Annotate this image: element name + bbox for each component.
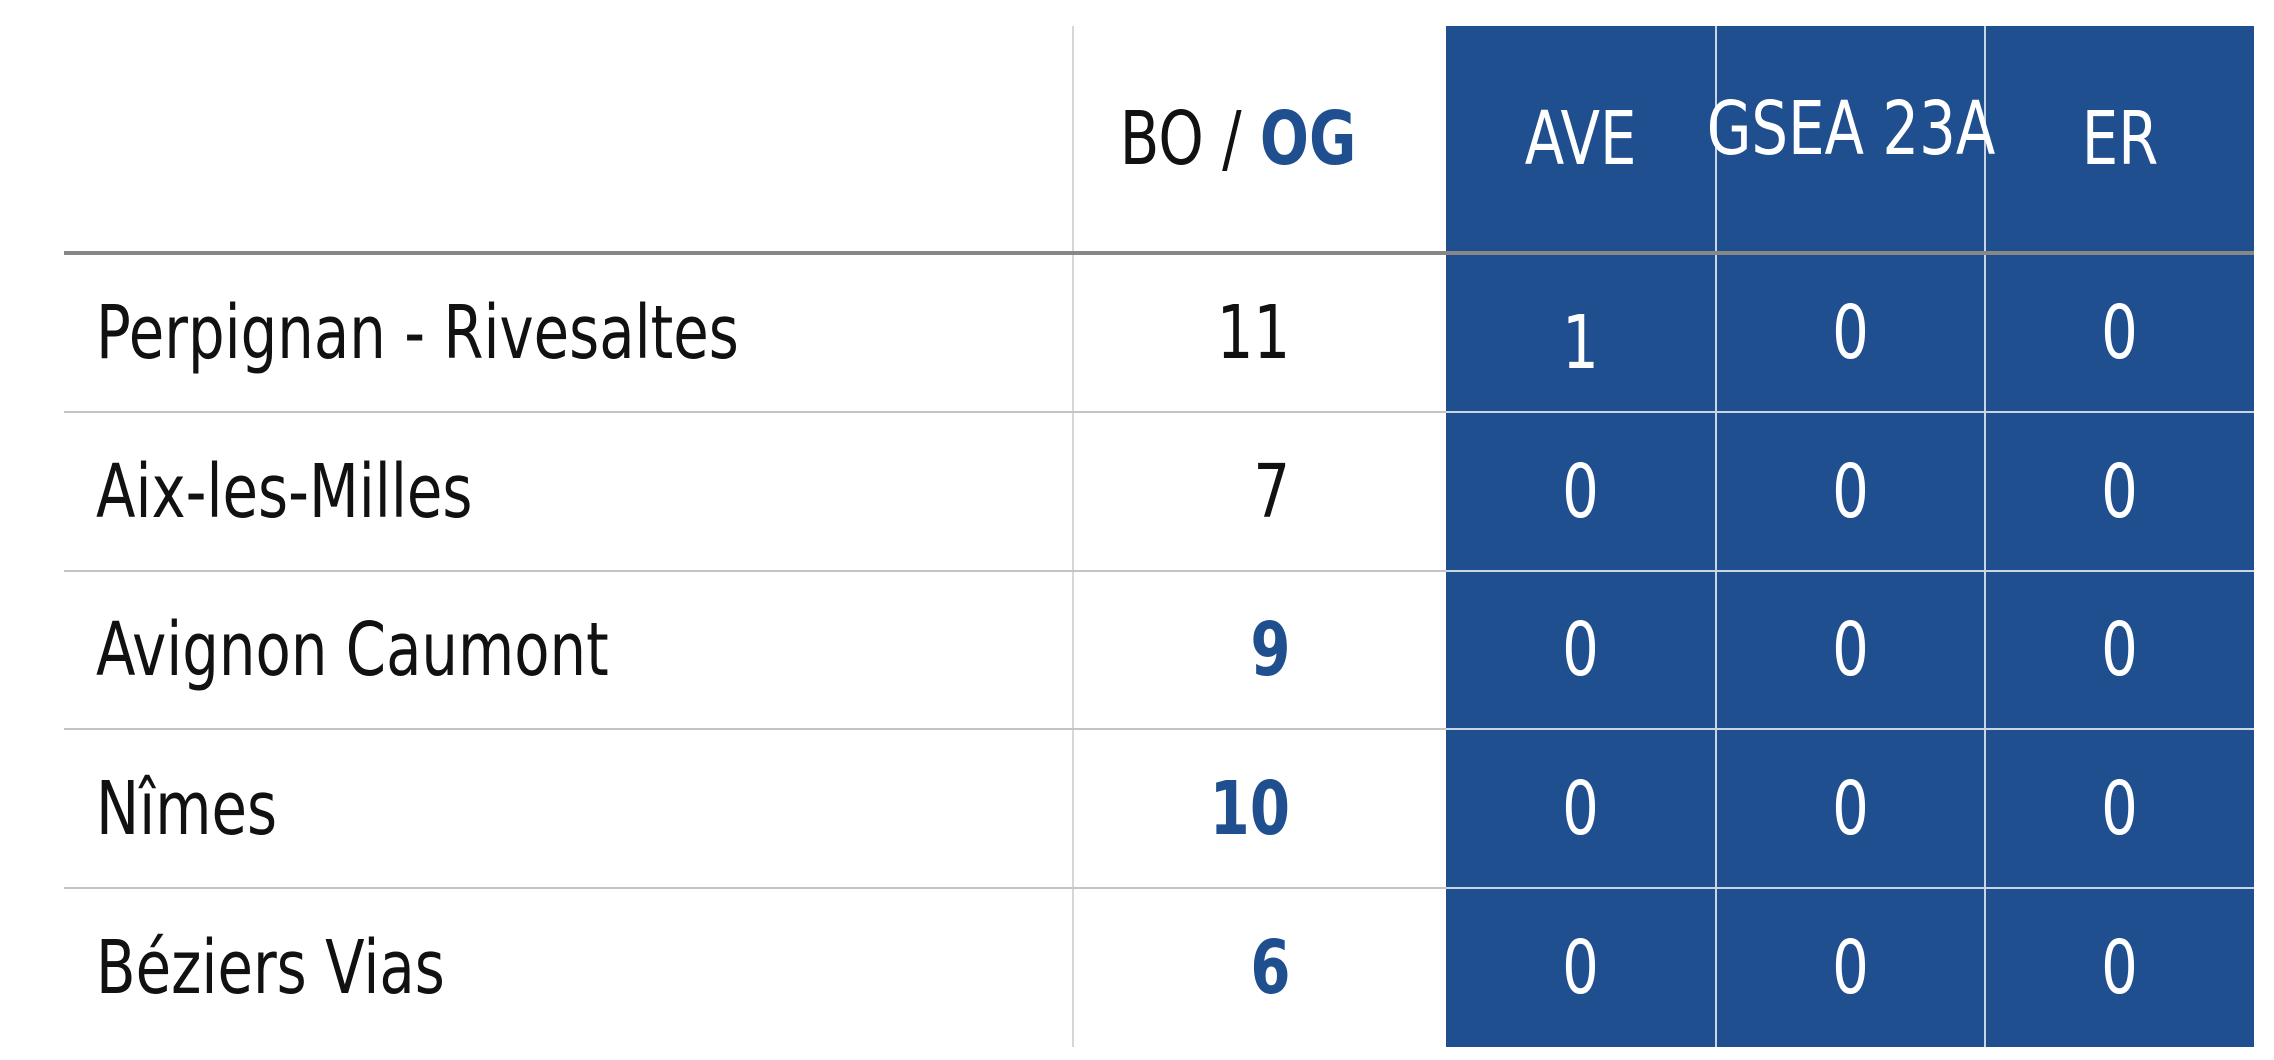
column-divider-gsea-er	[1984, 26, 1986, 1047]
row-name: Avignon Caumont	[96, 607, 609, 693]
row-divider	[64, 411, 1446, 413]
row-gsea-value: 0	[1832, 925, 1870, 1011]
row-ave-value: 0	[1562, 607, 1600, 693]
row-name-cell: Nîmes	[96, 730, 996, 887]
row-divider-blue	[1446, 728, 2254, 730]
row-divider	[64, 887, 1446, 889]
header-gsea-label: GSEA 23A	[1706, 86, 1996, 172]
header-bo-label: BO /	[1119, 96, 1260, 182]
row-ave-cell: 0	[1446, 572, 1716, 728]
row-er-cell: 0	[1985, 413, 2255, 570]
row-ave-value: 0	[1562, 448, 1600, 535]
row-er-cell: 0	[1985, 889, 2255, 1047]
row-er-cell: 0	[1985, 730, 2255, 887]
header-ave: AVE	[1446, 26, 1716, 252]
row-gsea-value: 0	[1832, 448, 1870, 535]
row-ave-value: 0	[1562, 925, 1600, 1011]
row-divider-blue	[1446, 570, 2254, 572]
header-gsea: GSEA 23A	[1707, 16, 1996, 242]
row-gsea-cell: 0	[1716, 730, 1986, 887]
blue-columns-panel	[1446, 26, 2254, 1047]
row-gsea-cell: 0	[1716, 889, 1986, 1047]
row-ave-cell: 0	[1446, 889, 1716, 1047]
row-divider-blue	[1446, 887, 2254, 889]
row-gsea-value: 0	[1832, 607, 1870, 693]
row-bo-cell: 11	[1080, 255, 1290, 411]
row-name: Perpignan - Rivesaltes	[96, 290, 739, 376]
row-er-value: 0	[2101, 290, 2139, 376]
row-gsea-value: 0	[1832, 765, 1870, 852]
row-divider-blue	[1446, 411, 2254, 413]
row-name-cell: Avignon Caumont	[96, 572, 996, 728]
row-gsea-cell: 0	[1716, 255, 1986, 411]
row-name: Béziers Vias	[96, 925, 445, 1011]
row-ave-cell: 0	[1446, 413, 1716, 570]
row-name: Nîmes	[96, 765, 278, 852]
row-bo-cell: 6	[1080, 889, 1290, 1047]
row-name-cell: Perpignan - Rivesaltes	[96, 255, 996, 411]
header-og-label: OG	[1259, 96, 1356, 182]
row-bo-value: 11	[1216, 290, 1290, 376]
header-er: ER	[1985, 26, 2255, 252]
row-bo-cell: 9	[1080, 572, 1290, 728]
row-divider	[64, 728, 1446, 730]
row-ave-cell: 0	[1446, 730, 1716, 887]
column-divider-name-bo	[1072, 26, 1074, 1047]
row-gsea-cell: 0	[1716, 413, 1986, 570]
row-gsea-cell: 0	[1716, 572, 1986, 728]
header-er-label: ER	[2081, 96, 2159, 182]
row-er-cell: 0	[1985, 255, 2255, 411]
column-divider-ave-gsea	[1715, 26, 1717, 1047]
row-ave-value: 0	[1562, 765, 1600, 852]
row-er-value: 0	[2101, 607, 2139, 693]
row-name: Aix-les-Milles	[96, 448, 473, 535]
header-ave-label: AVE	[1525, 96, 1637, 182]
row-er-value: 0	[2101, 925, 2139, 1011]
row-er-value: 0	[2101, 765, 2139, 852]
row-bo-cell: 10	[1080, 730, 1290, 887]
header-divider	[64, 251, 2254, 255]
row-name-cell: Béziers Vias	[96, 889, 996, 1047]
row-divider	[64, 570, 1446, 572]
row-er-value: 0	[2101, 448, 2139, 535]
header-bo-og: BO / OG	[1080, 26, 1356, 252]
row-ave-value: 1	[1562, 300, 1600, 386]
row-gsea-value: 0	[1832, 290, 1870, 376]
row-name-cell: Aix-les-Milles	[96, 413, 996, 570]
row-bo-value: 7	[1253, 448, 1290, 535]
row-ave-cell: 1	[1446, 265, 1716, 421]
row-bo-cell: 7	[1080, 413, 1290, 570]
row-bo-value: 10	[1209, 765, 1290, 852]
row-er-cell: 0	[1985, 572, 2255, 728]
header-bo-og-text: BO / OG	[1119, 102, 1356, 176]
row-bo-value: 6	[1249, 925, 1290, 1011]
row-bo-value: 9	[1249, 607, 1290, 693]
